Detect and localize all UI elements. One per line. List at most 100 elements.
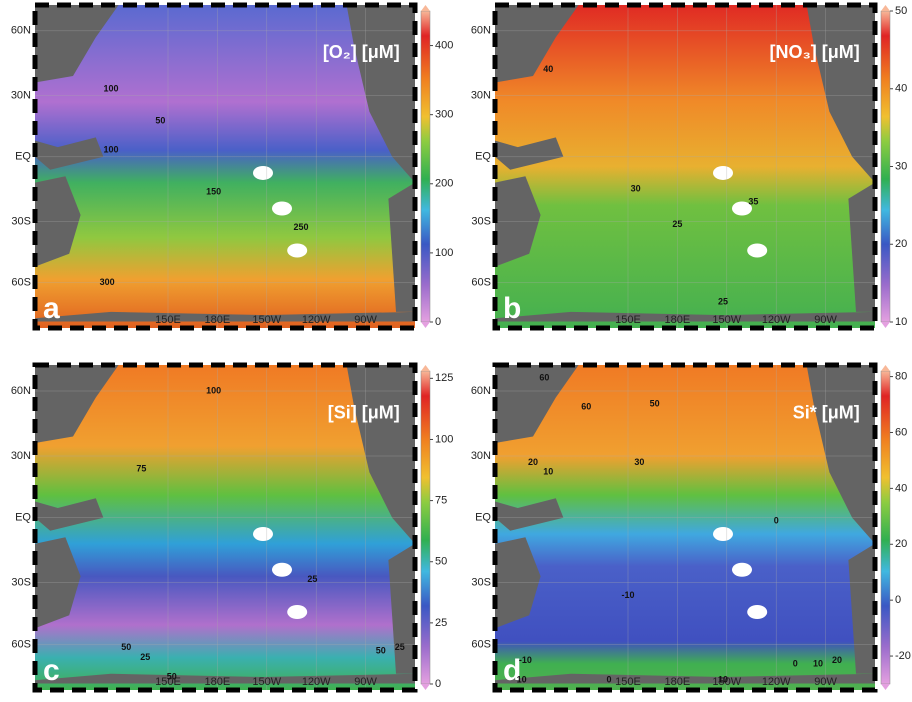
lat-label: 60S [471,277,491,289]
colorbar [421,371,430,684]
colorbar [881,11,890,322]
contour-label: 100 [206,385,221,395]
no-data [713,166,733,180]
colorbar-tick-label: 300 [435,109,453,121]
colorbar-tick-label: 0 [435,678,441,690]
contour-label: 25 [307,574,317,584]
colorbar-tick-label: 100 [435,433,453,445]
contour-label: 30 [634,457,644,467]
lon-label: 180E [205,314,231,326]
lon-label: 150E [155,314,181,326]
panel-label: c [43,654,60,687]
contour-label: 50 [121,642,131,652]
lon-label: 150E [615,314,641,326]
colorbar-tick-label: 40 [895,83,907,95]
lat-label: 30N [471,450,491,462]
lat-label: 30S [11,215,31,227]
contour-label: -10 [519,655,532,665]
lat-label: 30N [11,89,31,101]
no-data [747,605,767,619]
lat-label: 60N [471,385,491,397]
lat-label: 30S [471,215,491,227]
lon-label: 120W [762,314,791,326]
no-data [287,605,307,619]
no-data [253,166,273,180]
lat-label: 30S [471,577,491,589]
lon-label: 180E [665,314,691,326]
contour-label: 25 [718,297,728,307]
contour-label: 20 [832,655,842,665]
no-data [272,201,292,215]
lon-label: 150E [615,676,641,688]
colorbar [881,371,890,684]
colorbar-tick-label: 10 [895,316,907,328]
no-data [272,563,292,577]
colorbar-cap [881,684,890,690]
colorbar-tick-label: 400 [435,39,453,51]
colorbar-tick-label: 30 [895,160,907,172]
lon-label: 180E [205,676,231,688]
no-data [253,527,273,541]
contour-label: 25 [672,219,682,229]
colorbar-tick-label: 20 [895,238,907,250]
lon-label: 90W [354,676,377,688]
colorbar-cap [421,365,430,371]
contour-label: 25 [140,652,150,662]
lon-label: 120W [302,314,331,326]
contour-label: 10 [517,675,527,685]
contour-label: 40 [543,64,553,74]
colorbar-cap [881,322,890,328]
contour-label: 60 [539,372,549,382]
lat-label: 60N [11,25,31,37]
colorbar-tick-label: 50 [895,5,907,17]
contour-label: 100 [103,145,118,155]
colorbar-tick-label: 100 [435,247,453,259]
colorbar-cap [881,365,890,371]
colorbar-cap [421,684,430,690]
contour-label: 20 [528,457,538,467]
contour-label: 250 [293,222,308,232]
contour-label: 30 [631,183,641,193]
lon-label: 120W [302,676,331,688]
no-data [732,563,752,577]
no-data [713,527,733,541]
contour-label: 0 [774,515,779,525]
lat-label: 30N [11,450,31,462]
colorbar-tick-label: 0 [435,316,441,328]
colorbar-tick-label: 20 [895,538,907,550]
contour-label: 150 [206,187,221,197]
colorbar-tick-label: 40 [895,482,907,494]
contour-label: 10 [813,658,823,668]
contour-label: 10 [718,675,728,685]
panel-title: [O₂] [μM] [323,42,400,62]
no-data [287,243,307,257]
colorbar-tick-label: 60 [895,426,907,438]
contour-label: 60 [581,402,591,412]
lat-label: 60S [471,638,491,650]
colorbar-tick-label: -20 [895,650,911,662]
panel-title: [NO₃] [μM] [769,42,859,62]
panel-title: Si* [μM] [793,403,860,423]
lon-label: 90W [814,676,837,688]
panel-label: b [503,292,521,325]
colorbar-cap [881,5,890,11]
lat-label: 60S [11,638,31,650]
no-data [747,243,767,257]
contour-label: 300 [100,277,115,287]
lon-label: 150W [252,676,281,688]
panel-title: [Si] [μM] [328,403,400,423]
contour-label: 50 [650,398,660,408]
contour-label: 10 [543,467,553,477]
lat-label: 60N [11,385,31,397]
lat-label: EQ [475,151,491,163]
panel-label: a [43,292,60,325]
colorbar-tick-label: 0 [895,594,901,606]
colorbar [421,11,430,322]
colorbar-tick-label: 25 [435,617,447,629]
lat-label: EQ [475,512,491,524]
contour-label: 100 [103,83,118,93]
colorbar-cap [421,322,430,328]
colorbar-tick-label: 80 [895,370,907,382]
lon-label: 90W [354,314,377,326]
